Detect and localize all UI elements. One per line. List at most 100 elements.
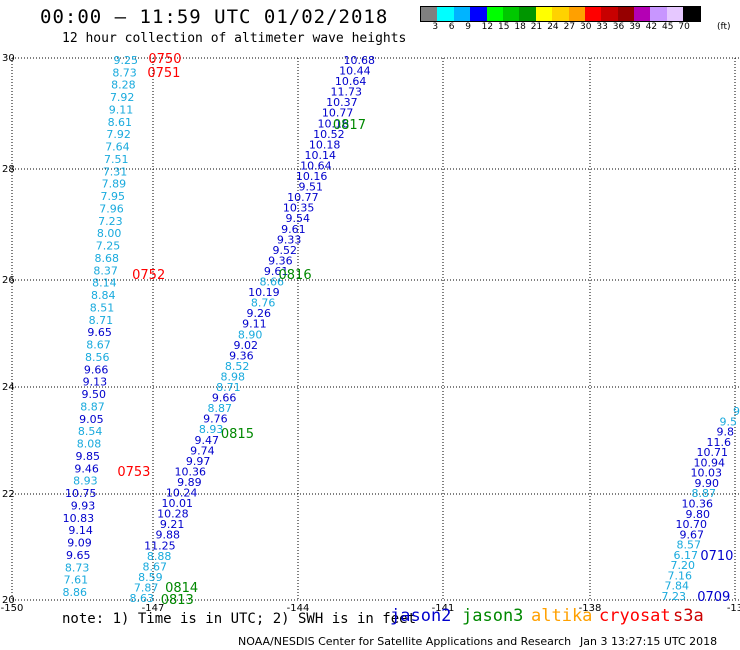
wave-height-value: 8.08 [77, 438, 102, 451]
wave-height-value: 9.8 [717, 426, 735, 439]
lat-tick-label: 30 [2, 53, 15, 64]
wave-height-value: 8.51 [90, 301, 115, 314]
wave-height-value: 10.35 [283, 202, 315, 215]
legend-label: 15 [498, 22, 510, 32]
lon-tick-label: -150 [1, 603, 24, 614]
wave-height-value: 6.17 [674, 549, 699, 562]
lon-tick-label: -147 [142, 603, 165, 614]
legend-swatch [437, 7, 454, 21]
map-subtitle: 12 hour collection of altimeter wave hei… [62, 31, 407, 46]
wave-height-value: 9.02 [234, 339, 259, 352]
wave-height-value: 10.28 [157, 508, 189, 521]
wave-height-value: 11.73 [331, 86, 363, 99]
legend-swatch [535, 7, 553, 21]
wave-height-value: 9.67 [680, 528, 705, 541]
generated-timestamp: Jan 3 13:27:15 UTC 2018 [580, 635, 718, 648]
wave-height-value: 8.57 [677, 539, 702, 552]
wave-height-value: 9.13 [83, 376, 108, 389]
wave-height-value: 10.03 [691, 467, 723, 480]
wave-height-value: 7.64 [105, 141, 130, 154]
legend-label: 39 [629, 22, 641, 32]
wave-height-value: 10.94 [694, 456, 726, 469]
wave-height-tracks: 9.258.738.287.929.118.617.927.647.517.31… [63, 52, 740, 608]
wave-height-value: 9.33 [277, 233, 302, 246]
pass-time-label: 0815 [221, 427, 254, 442]
legend-label: 3 [432, 22, 439, 32]
color-legend-bar [420, 6, 701, 22]
wave-height-value: 8.59 [138, 571, 163, 584]
wave-height-value: 10.36 [175, 465, 207, 478]
legend-label: 45 [662, 22, 674, 32]
wave-height-value: 9.74 [190, 444, 215, 457]
legend-label: 36 [612, 22, 625, 32]
legend-swatch [634, 7, 651, 21]
lon-tick-label: -13 [727, 603, 740, 614]
wave-height-value: 9.51 [299, 181, 324, 194]
lon-tick-label: -144 [287, 603, 310, 614]
legend-label: 12 [481, 22, 494, 32]
wave-height-value: 8.54 [78, 425, 103, 438]
wave-height-value: 9.66 [212, 392, 237, 405]
legend-swatch [470, 7, 487, 21]
wave-height-value: 9.61 [281, 223, 306, 236]
satellite-jason3: jason3 [462, 606, 524, 626]
lon-tick-label: -138 [579, 603, 602, 614]
wave-height-value: 9.97 [186, 455, 211, 468]
wave-height-value: 7.31 [103, 165, 128, 178]
wave-height-value: 10.18 [309, 138, 341, 151]
wave-height-value: 10.71 [697, 446, 729, 459]
wave-height-value: 9.88 [156, 529, 181, 542]
wave-height-value: 10.37 [326, 96, 358, 109]
satellite-jason2: jason2 [390, 606, 452, 626]
wave-height-value: 8.86 [63, 586, 88, 599]
legend-swatch [421, 7, 438, 21]
wave-height-value: 7.51 [104, 153, 129, 166]
legend-label: 6 [448, 22, 455, 32]
wave-height-value: 10.64 [335, 75, 367, 88]
wave-height-value: 9.90 [695, 477, 720, 490]
wave-height-value: 9.11 [109, 103, 134, 116]
footer-note: note: 1) Time is in UTC; 2) SWH is in fe… [62, 611, 417, 627]
wave-height-value: 7.96 [99, 202, 124, 215]
wave-height-value: 9.14 [68, 524, 93, 537]
wave-height-value: 7.92 [110, 91, 135, 104]
wave-height-value: 10.19 [248, 286, 280, 299]
wave-height-value: 7.20 [671, 559, 696, 572]
wave-height-value: 8.93 [73, 475, 98, 488]
color-legend-labels: 3 6 9 12 15 18 21 24 27 30 33 36 39 42 45 70 (ft) [420, 22, 740, 34]
lat-tick-label: 26 [2, 275, 15, 286]
wave-height-value: 9.05 [79, 413, 104, 426]
wave-height-value: 9.11 [242, 318, 267, 331]
wave-height-value: 8.88 [147, 550, 172, 563]
legend-label: 24 [547, 22, 559, 32]
wave-height-value: 8.67 [143, 560, 168, 573]
wave-height-value: 8.90 [238, 328, 263, 341]
wave-height-value: 10.52 [313, 128, 345, 141]
wave-height-value: 9.09 [67, 537, 92, 550]
wave-height-value: 9.25 [114, 54, 139, 67]
pass-time-label: 0752 [132, 268, 165, 283]
pass-time-label: 0751 [147, 66, 180, 81]
wave-height-value: 9.89 [177, 476, 202, 489]
wave-height-value: 8.66 [260, 276, 285, 289]
wave-height-value: 7.92 [106, 128, 131, 141]
legend-swatch [568, 7, 585, 21]
legend-unit: (ft) [717, 22, 731, 32]
wave-height-value: 9.36 [229, 349, 254, 362]
wave-height-value: 8.67 [86, 339, 111, 352]
wave-height-value: 9.66 [84, 363, 109, 376]
wave-height-value: 10.14 [305, 149, 337, 162]
wave-height-value: 7.16 [668, 569, 693, 582]
wave-height-value: 9.80 [686, 508, 711, 521]
lat-tick-label: 24 [2, 382, 15, 393]
legend-swatch [683, 7, 700, 21]
wave-height-value: 8.98 [221, 370, 246, 383]
wave-height-value: 9.26 [247, 307, 272, 320]
wave-height-value: 8.71 [89, 314, 114, 327]
wave-height-value: 9 [733, 405, 740, 418]
wave-height-value: 9.85 [76, 450, 101, 463]
legend-swatch [486, 7, 503, 21]
wave-height-value: 7.89 [102, 178, 127, 191]
pass-time-label: 0813 [161, 593, 194, 608]
